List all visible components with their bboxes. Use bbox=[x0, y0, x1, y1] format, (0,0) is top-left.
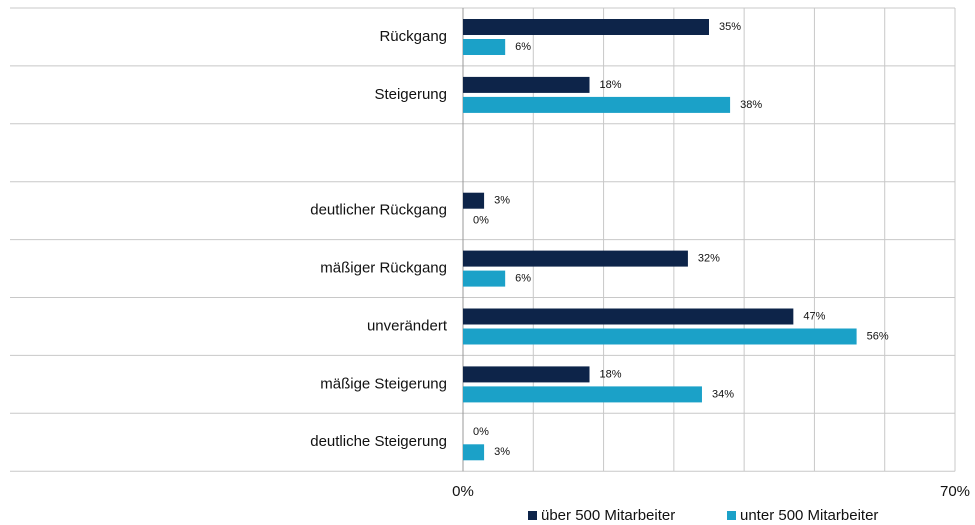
bar bbox=[463, 76, 590, 93]
value-label: 0% bbox=[473, 426, 489, 438]
bar bbox=[463, 192, 485, 209]
category-label: Steigerung bbox=[374, 86, 447, 103]
x-tick-label: 0% bbox=[452, 483, 474, 500]
value-label: 35% bbox=[719, 21, 741, 33]
value-label: 3% bbox=[494, 195, 510, 207]
x-tick-label: 70% bbox=[940, 483, 970, 500]
bar bbox=[463, 19, 709, 35]
value-label: 6% bbox=[515, 273, 531, 285]
bar bbox=[463, 386, 702, 403]
bar bbox=[463, 328, 857, 345]
bar bbox=[463, 366, 590, 383]
value-label: 6% bbox=[515, 41, 531, 53]
category-label: mäßiger Rückgang bbox=[320, 260, 447, 277]
legend-swatch bbox=[528, 511, 537, 520]
value-label: 18% bbox=[600, 368, 622, 380]
legend-swatch bbox=[727, 511, 736, 520]
bar bbox=[463, 270, 506, 287]
value-label: 47% bbox=[803, 310, 825, 322]
category-label: unverändert bbox=[367, 317, 448, 334]
value-label: 32% bbox=[698, 253, 720, 265]
legend-label: über 500 Mitarbeiter bbox=[541, 507, 675, 524]
value-label: 34% bbox=[712, 388, 734, 400]
value-label: 18% bbox=[600, 79, 622, 91]
bar bbox=[463, 250, 688, 267]
bar bbox=[463, 96, 731, 113]
category-label: deutlicher Rückgang bbox=[310, 202, 447, 219]
bar bbox=[463, 39, 506, 55]
value-label: 56% bbox=[867, 330, 889, 342]
bar bbox=[463, 444, 485, 461]
value-label: 3% bbox=[494, 446, 510, 458]
category-label: Rückgang bbox=[379, 28, 447, 45]
legend-label: unter 500 Mitarbeiter bbox=[740, 507, 878, 524]
category-label: mäßige Steigerung bbox=[320, 375, 447, 392]
value-label: 38% bbox=[740, 99, 762, 111]
category-label: deutliche Steigerung bbox=[310, 433, 447, 450]
bar bbox=[463, 308, 794, 325]
value-label: 0% bbox=[473, 215, 489, 227]
